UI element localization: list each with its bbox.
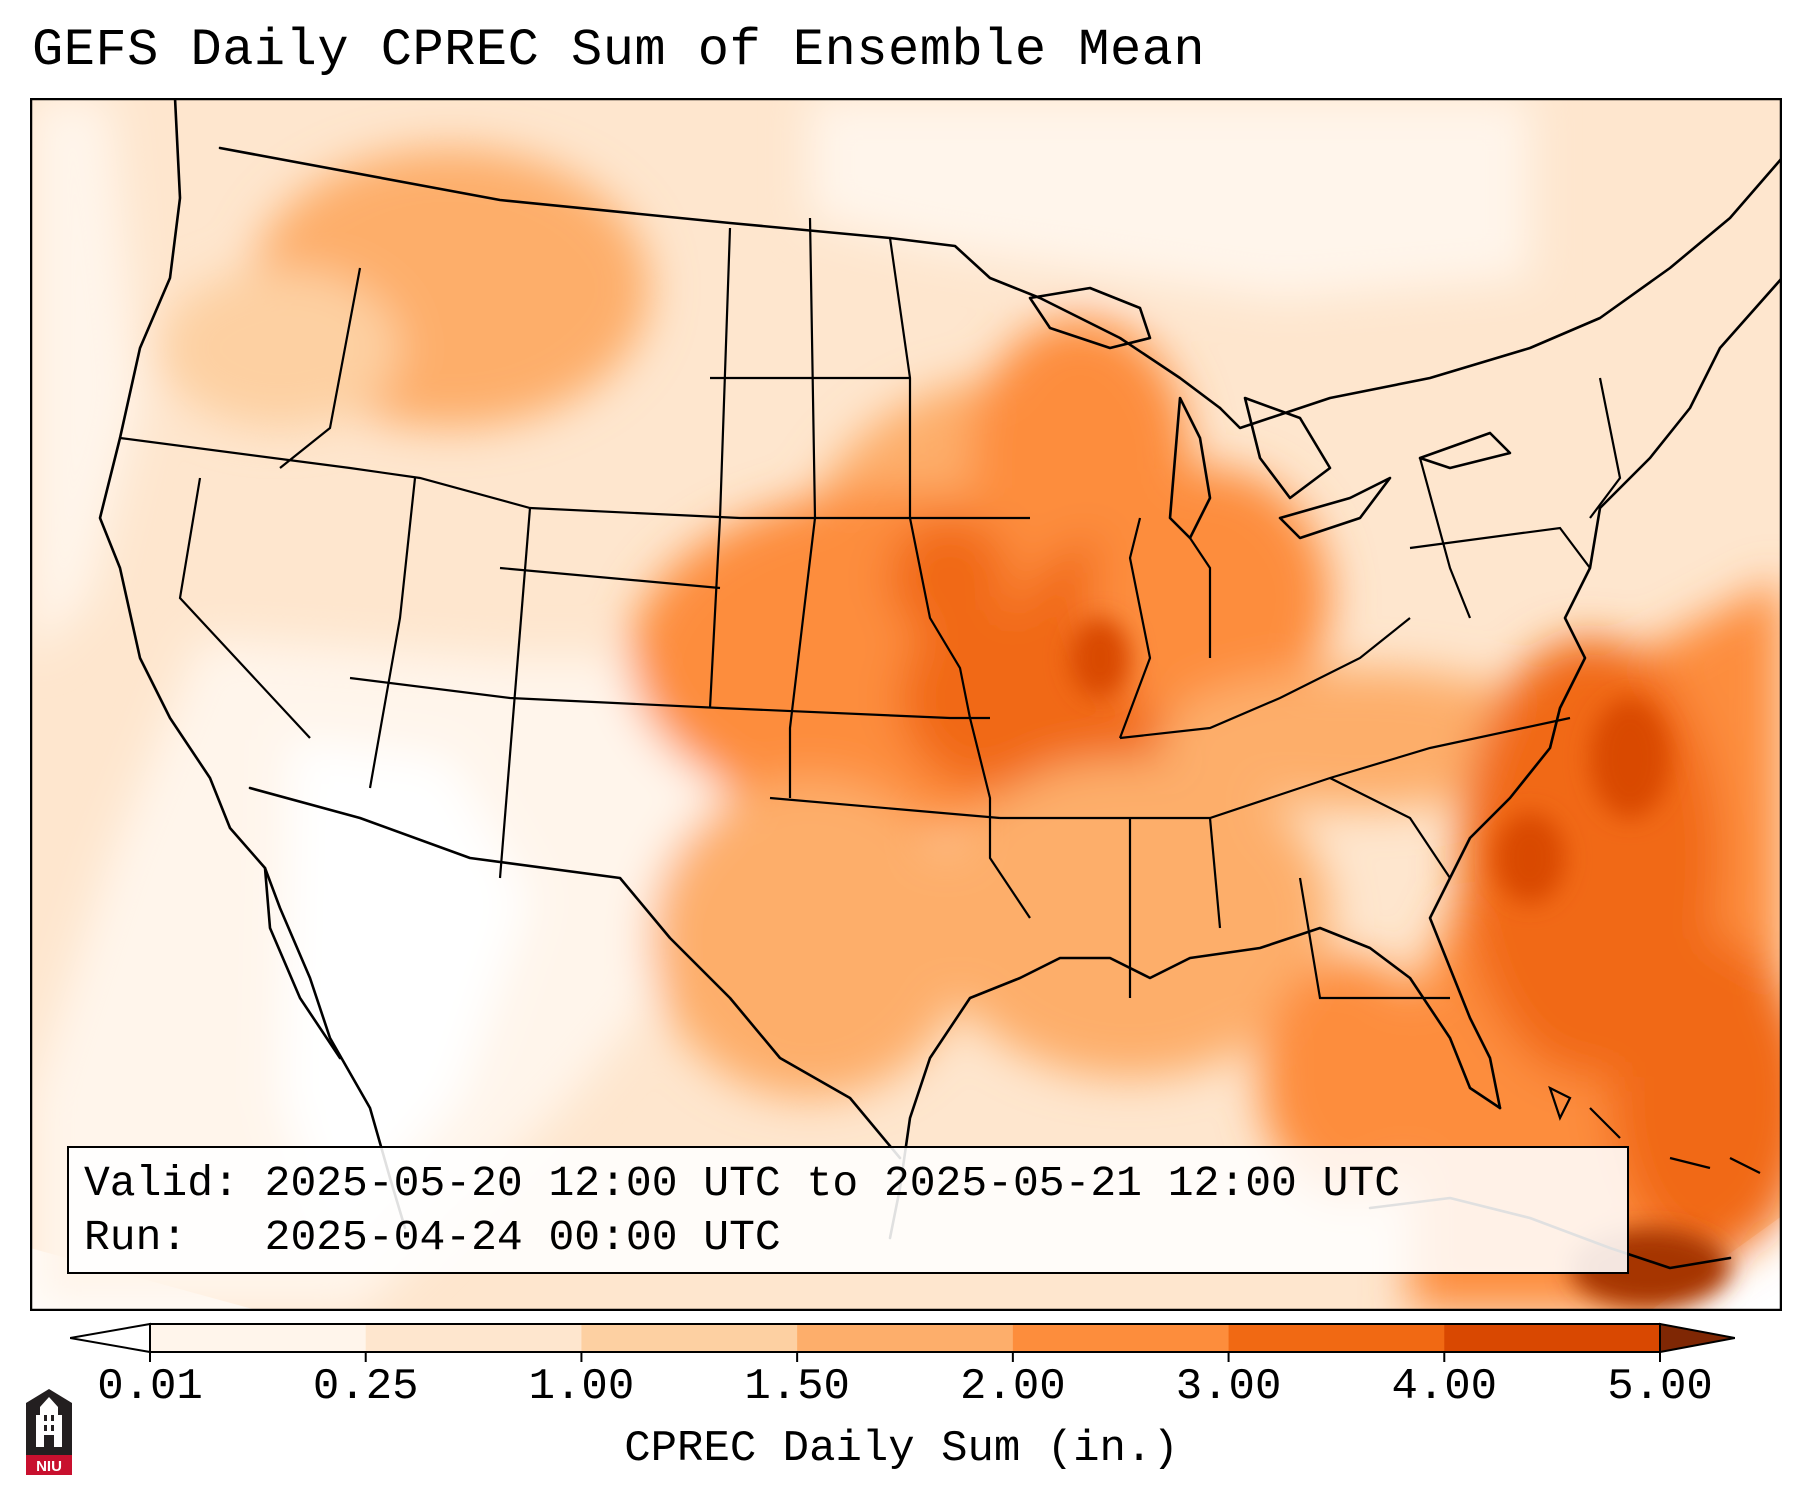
colorbar-segment [365,1324,582,1352]
precipitation-map [30,98,1782,1311]
lake-huron [1243,396,1332,500]
us-canada-border [218,146,1222,410]
valid-text: 2025-05-20 12:00 UTC to 2025-05-21 12:00… [264,1159,1401,1208]
colorbar-label: CPREC Daily Sum (in.) [624,1424,1179,1474]
logo-text: NIU [36,1458,62,1475]
logo-banner [26,1455,72,1475]
colorbar-tick-label: 1.00 [528,1362,635,1412]
lake-erie [1278,476,1392,540]
valid-time-line: Valid: 2025-05-20 12:00 UTC to 2025-05-2… [84,1158,1400,1210]
colorbar-tick-label: 4.00 [1391,1362,1498,1412]
us-mexico-border [248,786,902,1160]
valid-label: Valid: [84,1159,239,1208]
run-time-line: Run: 2025-04-24 00:00 UTC [84,1212,781,1264]
colorbar-under-extension [70,1322,151,1354]
colorbar-outline [149,1323,1661,1353]
colorbar-over-extension [1659,1322,1735,1354]
niu-logo: NIU [26,1389,72,1475]
map-frame [30,98,1782,1311]
run-text: 2025-04-24 00:00 UTC [264,1213,781,1262]
colorbar-segment [1228,1324,1445,1352]
colorbar-tick-label: 2.00 [960,1362,1066,1412]
run-info-box: Valid: 2025-05-20 12:00 UTC to 2025-05-2… [67,1146,1629,1274]
colorbar-segment [581,1324,798,1352]
state-borders [119,217,1622,1000]
west-coastline [98,98,407,1230]
colorbar [70,1322,1735,1362]
lake-superior [1028,286,1152,350]
colorbar-tick-label: 5.00 [1607,1362,1713,1412]
colorbar-segment [797,1324,1014,1352]
colorbar-segment [1012,1324,1230,1352]
colorbar-tick-label: 0.25 [312,1362,419,1412]
map-title: GEFS Daily CPREC Sum of Ensemble Mean [32,21,1206,80]
lake-ontario [1418,431,1512,470]
colorbar-tick-label: 1.50 [744,1362,850,1412]
run-label: Run: [84,1213,188,1262]
precip-field [30,98,1782,1311]
east-coastline [1428,276,1782,1110]
colorbar-tick-label: 0.01 [97,1362,203,1412]
colorbar-tick-label: 3.00 [1175,1362,1282,1412]
colorbar-segment [1444,1324,1661,1352]
colorbar-segment [150,1324,367,1352]
